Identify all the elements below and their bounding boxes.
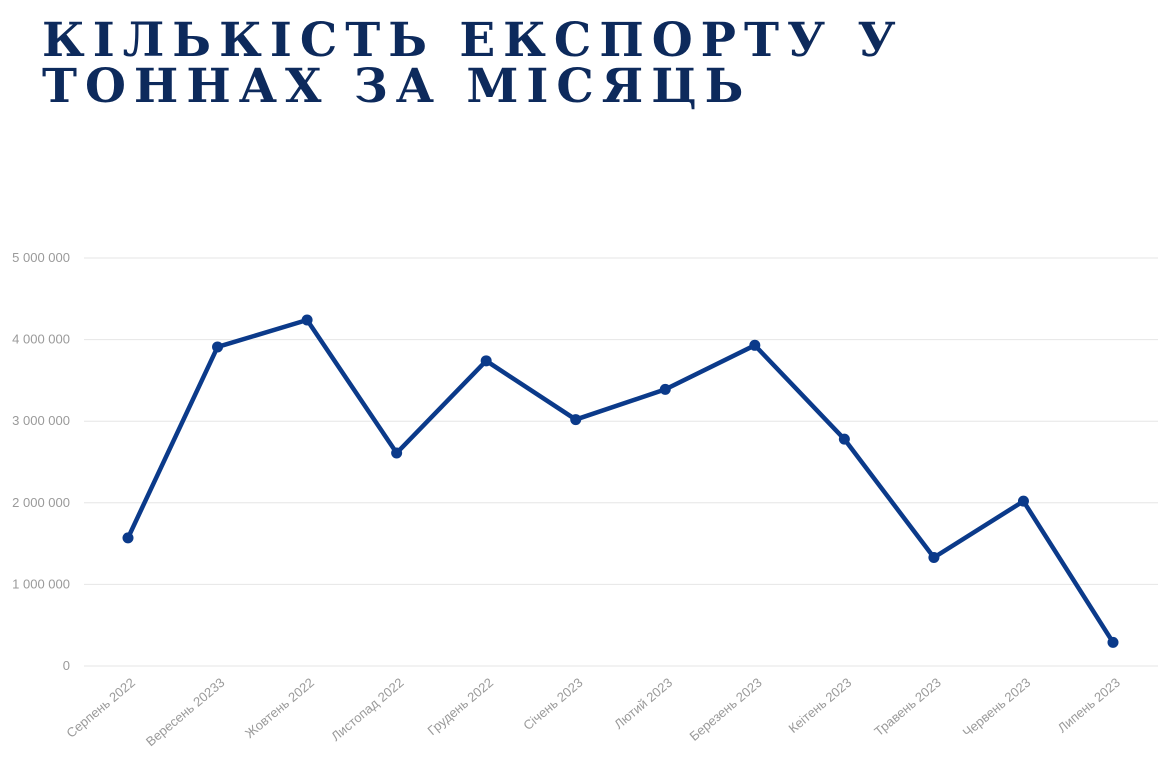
data-point bbox=[749, 339, 761, 351]
x-tick-label: Березень 2023 bbox=[687, 675, 765, 744]
x-tick-label: Січень 2023 bbox=[520, 675, 585, 733]
series-layer bbox=[122, 314, 1119, 648]
data-point bbox=[301, 314, 313, 326]
gridlines bbox=[84, 257, 1158, 667]
data-point bbox=[1107, 636, 1119, 648]
x-tick-label: Вересень 20233 bbox=[143, 675, 228, 749]
data-point bbox=[480, 355, 492, 367]
x-tick-label: Кеітень 2023 bbox=[785, 675, 854, 736]
x-tick-label: Червень 2023 bbox=[960, 675, 1034, 740]
data-point bbox=[1017, 495, 1029, 507]
x-tick-label: Травень 2023 bbox=[871, 675, 944, 739]
data-point bbox=[212, 341, 224, 353]
data-point bbox=[391, 447, 403, 459]
y-axis-tick-labels: 0 1 000 000 2 000 000 3 000 000 4 000 000 5 0… bbox=[12, 250, 70, 673]
x-tick-label: Жовтень 2022 bbox=[242, 675, 317, 741]
data-point bbox=[570, 414, 582, 426]
y-tick-label: 1 000 000 bbox=[12, 576, 70, 591]
x-axis-tick-labels: Серпень 2022 Вересень 20233 Жовтень 2022 Ли… bbox=[63, 675, 1122, 749]
chart-title: КІЛЬКІСТЬ ЕКСПОРТУ У ТОННАХ ЗА МІСЯЦЬ bbox=[42, 13, 904, 114]
y-tick-label: 0 bbox=[63, 658, 70, 673]
y-tick-label: 5 000 000 bbox=[12, 250, 70, 265]
x-tick-label: Лютий 2023 bbox=[611, 675, 675, 732]
data-point bbox=[659, 383, 671, 395]
series-line bbox=[125, 317, 1116, 645]
x-tick-label: Серпень 2022 bbox=[63, 675, 137, 741]
y-tick-label: 3 000 000 bbox=[12, 413, 70, 428]
data-point bbox=[122, 532, 134, 544]
data-point bbox=[928, 551, 940, 563]
y-tick-label: 4 000 000 bbox=[12, 332, 70, 347]
data-point bbox=[838, 433, 850, 445]
x-tick-label: Листопад 2022 bbox=[328, 675, 406, 744]
y-tick-label: 2 000 000 bbox=[12, 495, 70, 510]
x-tick-label: Липень 2023 bbox=[1055, 675, 1123, 736]
x-tick-label: Грудень 2022 bbox=[425, 675, 497, 738]
